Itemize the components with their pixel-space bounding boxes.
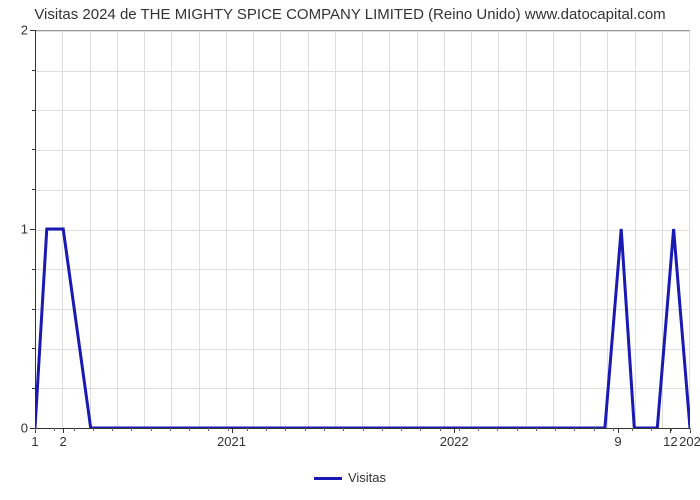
y-minor-tick	[32, 348, 35, 349]
data-line	[35, 30, 690, 428]
x-minor-tick	[35, 428, 36, 431]
y-tick-label: 2	[21, 23, 28, 38]
x-minor-tick	[536, 428, 537, 431]
x-tick-label: 12	[663, 434, 677, 449]
x-minor-tick	[594, 428, 595, 431]
x-minor-tick	[382, 428, 383, 431]
legend: Visitas	[0, 470, 700, 485]
y-tick-label: 0	[21, 421, 28, 436]
x-minor-tick	[266, 428, 267, 431]
x-minor-tick	[112, 428, 113, 431]
x-minor-tick	[247, 428, 248, 431]
x-tick-label: 2021	[217, 434, 246, 449]
x-minor-tick	[497, 428, 498, 431]
x-minor-tick	[363, 428, 364, 431]
x-minor-tick	[285, 428, 286, 431]
x-minor-tick	[343, 428, 344, 431]
x-minor-tick	[671, 428, 672, 431]
x-minor-tick	[189, 428, 190, 431]
legend-label: Visitas	[348, 470, 386, 485]
x-minor-tick	[228, 428, 229, 431]
x-minor-tick	[517, 428, 518, 431]
y-tick-mark	[30, 229, 35, 230]
x-minor-tick	[440, 428, 441, 431]
legend-swatch	[314, 477, 342, 480]
x-tick-mark	[232, 428, 233, 433]
x-minor-tick	[324, 428, 325, 431]
x-tick-mark	[63, 428, 64, 433]
x-minor-tick	[54, 428, 55, 431]
x-minor-tick	[74, 428, 75, 431]
x-tick-label: 1	[31, 434, 38, 449]
x-tick-label: 9	[614, 434, 621, 449]
x-minor-tick	[651, 428, 652, 431]
x-tick-label: 2022	[440, 434, 469, 449]
x-tick-mark	[618, 428, 619, 433]
x-minor-tick	[305, 428, 306, 431]
x-minor-tick	[208, 428, 209, 431]
x-tick-mark	[454, 428, 455, 433]
y-tick-mark	[30, 30, 35, 31]
y-minor-tick	[32, 70, 35, 71]
x-minor-tick	[478, 428, 479, 431]
x-minor-tick	[613, 428, 614, 431]
chart-container: Visitas 2024 de THE MIGHTY SPICE COMPANY…	[0, 0, 700, 500]
y-minor-tick	[32, 189, 35, 190]
x-minor-tick	[170, 428, 171, 431]
y-minor-tick	[32, 309, 35, 310]
x-minor-tick	[574, 428, 575, 431]
x-tick-label: 2	[60, 434, 67, 449]
chart-title: Visitas 2024 de THE MIGHTY SPICE COMPANY…	[0, 6, 700, 23]
y-tick-label: 1	[21, 222, 28, 237]
x-minor-tick	[632, 428, 633, 431]
x-minor-tick	[420, 428, 421, 431]
y-minor-tick	[32, 388, 35, 389]
x-minor-tick	[690, 428, 691, 431]
x-minor-tick	[401, 428, 402, 431]
x-minor-tick	[459, 428, 460, 431]
x-minor-tick	[93, 428, 94, 431]
x-minor-tick	[131, 428, 132, 431]
y-minor-tick	[32, 149, 35, 150]
y-minor-tick	[32, 269, 35, 270]
x-minor-tick	[555, 428, 556, 431]
x-minor-tick	[151, 428, 152, 431]
x-tick-label: 202	[679, 434, 700, 449]
y-minor-tick	[32, 110, 35, 111]
